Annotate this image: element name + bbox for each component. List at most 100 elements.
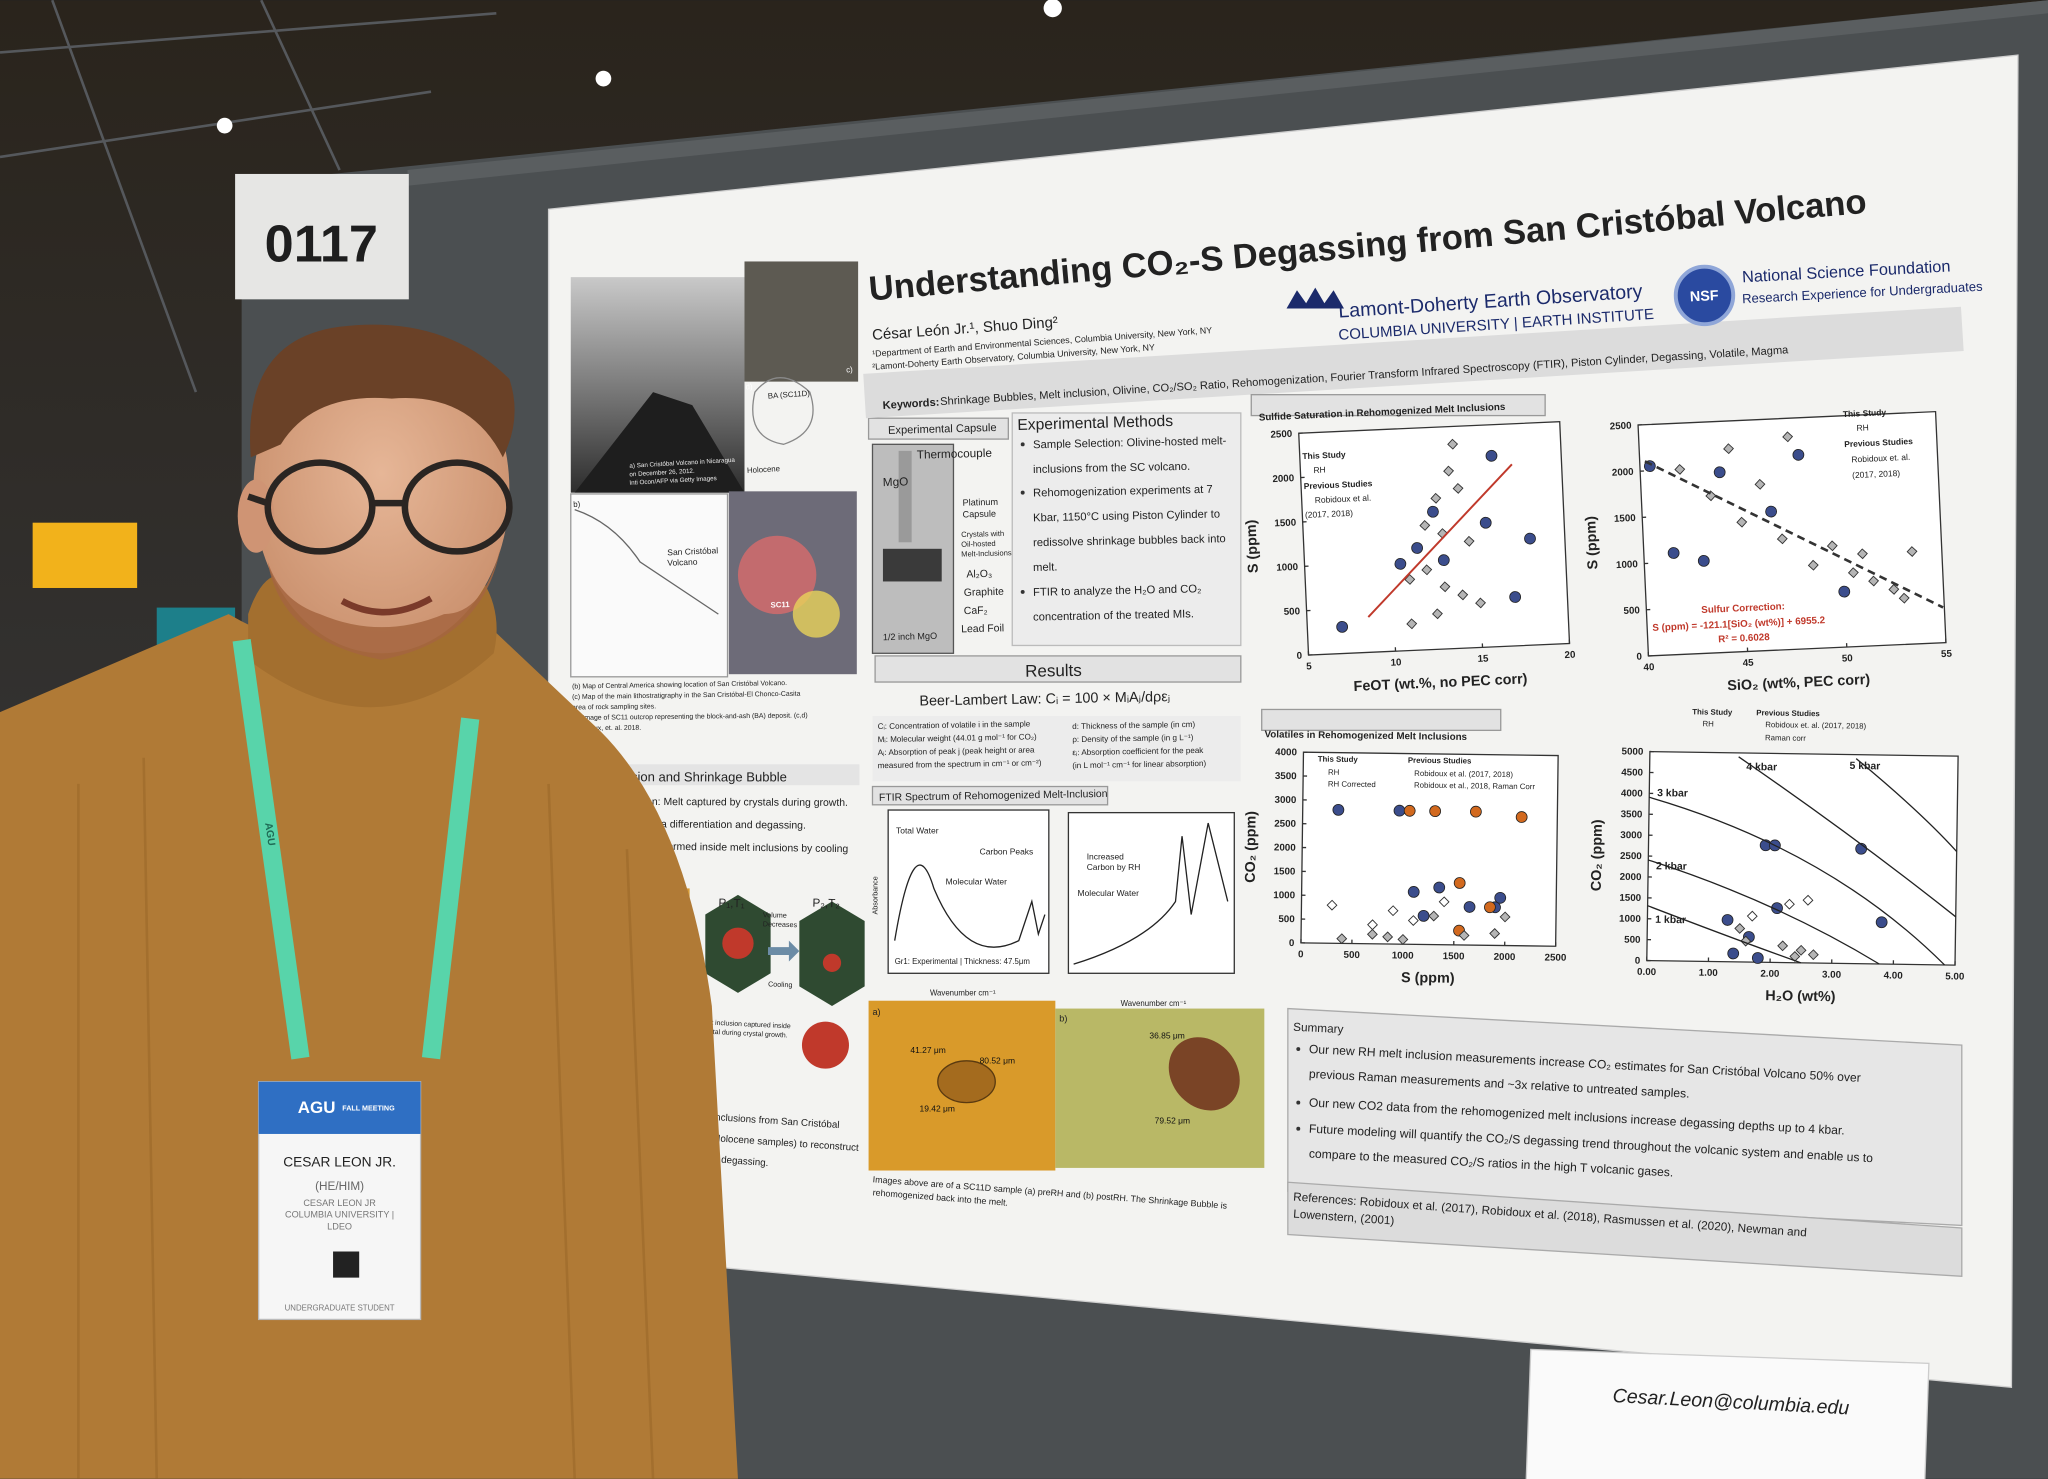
crown-logo: [1286, 287, 1344, 309]
scatter-plot: 0 500 1000 1500 2000 2500 0 500 1000 1500 2000 2500…: [1243, 729, 1567, 987]
diagram-label: crystal during crystal growth.: [700, 1028, 788, 1039]
data-point: [1857, 548, 1868, 560]
inclusion-sketch: [801, 1021, 849, 1069]
data-point: [1393, 804, 1406, 817]
data-point: [1479, 516, 1492, 529]
photo-caption: Inti Ocon/AFP via Getty Images: [629, 475, 717, 487]
sweater: [0, 614, 738, 1479]
plot-frame: [1298, 421, 1571, 656]
nsf-logo: [1673, 264, 1736, 327]
inclusion-sketch: [822, 953, 842, 972]
data-point: [1898, 592, 1910, 604]
regression-line: [1644, 460, 1944, 609]
data-point: [1443, 465, 1455, 477]
legend-entry: This Study: [1302, 449, 1346, 461]
capsule-label: Oil-hosted: [961, 539, 996, 549]
inclusion-sketch: [722, 927, 754, 959]
scatter-plot: 0.00 1.00 2.00 3.00 4.00 5.00 0 500 1000 1500 2000…: [1589, 707, 1965, 1005]
data-point: [1751, 952, 1764, 964]
axis-label: Absorbance: [872, 876, 880, 914]
y-tick-label: 2000: [1620, 872, 1642, 883]
badge-affiliation: COLUMBIA UNIVERSITY |: [285, 1210, 394, 1220]
lanyard: [421, 717, 480, 1060]
y-tick-label: 3500: [1275, 771, 1297, 782]
x-tick-label: 15: [1477, 653, 1489, 664]
section-header-box: [1261, 708, 1502, 732]
data-point: [1394, 557, 1407, 570]
bullet-dot: [1296, 1126, 1301, 1131]
x-tick-label: 2000: [1494, 952, 1516, 963]
y-tick-label: 0: [1635, 956, 1641, 967]
isobar-label: 4 kbar: [1746, 762, 1777, 773]
y-tick-label: 0: [1289, 938, 1295, 949]
booth-number: 0117: [265, 215, 378, 273]
data-point: [1438, 896, 1450, 908]
definition: measured from the spectrum in cm⁻¹ or cm…: [878, 758, 1042, 770]
section-header: Experimental Capsule: [888, 422, 997, 437]
arrow: [768, 940, 800, 962]
badge-name: CESAR LEON JR.: [283, 1155, 396, 1170]
keywords-box: [863, 306, 1964, 419]
legend-entry: This Study: [1692, 707, 1733, 717]
spectrum-panel: [1067, 811, 1235, 974]
panel-label: b): [573, 500, 581, 509]
data-point: [1765, 505, 1778, 518]
knit-texture: [77, 757, 655, 1479]
x-tick-label: 20: [1564, 650, 1576, 661]
y-tick-label: 500: [1623, 605, 1640, 617]
hair: [249, 324, 515, 458]
inclusion-a: [937, 1060, 996, 1104]
data-point: [1782, 431, 1794, 443]
isobar-label: 5 kbar: [1849, 761, 1880, 772]
y-tick-label: 3500: [1621, 809, 1643, 820]
section-text: ubbles: Formed inside melt inclusions by…: [624, 841, 848, 855]
bullet-dot: [1020, 589, 1025, 594]
photo-label: Holocene: [747, 464, 781, 475]
definitions-box: [872, 715, 1241, 782]
data-point: [1457, 589, 1469, 601]
data-point: [1387, 905, 1399, 917]
capsule-core: [882, 548, 942, 582]
legend-entry: Raman corr: [1765, 733, 1806, 743]
data-point: [1427, 505, 1439, 518]
isobar: [1648, 859, 1880, 965]
measurement: 36.85 μm: [1149, 1031, 1184, 1041]
lanyard-text: AGU: [262, 822, 276, 847]
y-tick-label: 4000: [1621, 788, 1643, 799]
board-frame: [407, 0, 2048, 186]
plot-frame: [1646, 750, 1959, 966]
data-point: [1336, 933, 1348, 945]
legend-entry: RH: [1702, 719, 1714, 728]
legend-entry: This Study: [1318, 755, 1359, 765]
venue-sign: [32, 522, 138, 588]
equation: Beer-Lambert Law: Cᵢ = 100 × MᵢAⱼ/dρεⱼ: [919, 689, 1170, 709]
y-tick-label: 2000: [1612, 467, 1635, 479]
spectrum-curve: [1073, 822, 1229, 965]
badge-header: [258, 1081, 421, 1134]
y-tick-label: 4500: [1621, 767, 1643, 778]
y-tick-label: 1000: [1276, 562, 1299, 574]
x-axis-label: S (ppm): [1401, 970, 1455, 987]
definition: ρ: Density of the sample (in g L⁻¹): [1072, 733, 1194, 744]
map-caption: (d) Image of SC11 outcrop representing t…: [572, 712, 808, 722]
section-header-box: [867, 417, 1009, 440]
bullet-text: Rehomogenization experiments at 7: [1033, 484, 1213, 500]
spectrum-label: Molecular Water: [1078, 888, 1140, 898]
glasses: [247, 459, 513, 555]
spectrum-label: Molecular Water: [946, 876, 1008, 886]
data-point: [1485, 449, 1498, 462]
legend-entry: Previous Studies: [1303, 478, 1372, 491]
data-point: [1875, 916, 1888, 929]
legend-entry: Previous Studies: [1408, 756, 1472, 766]
legend-entry: Robidoux et al. (2017, 2018): [1414, 769, 1513, 779]
data-point: [1515, 811, 1528, 823]
data-point: [1439, 581, 1451, 593]
data-point: [1795, 944, 1807, 956]
data-point: [1783, 898, 1795, 910]
isobar: [1649, 796, 1946, 966]
eruption-sketch: [752, 377, 814, 445]
diagram-label: P₂,T₂: [812, 897, 840, 911]
badge-affiliation: CESAR LEON JR: [303, 1198, 376, 1208]
data-point: [1432, 608, 1443, 620]
y-tick-label: 0: [1296, 651, 1302, 662]
